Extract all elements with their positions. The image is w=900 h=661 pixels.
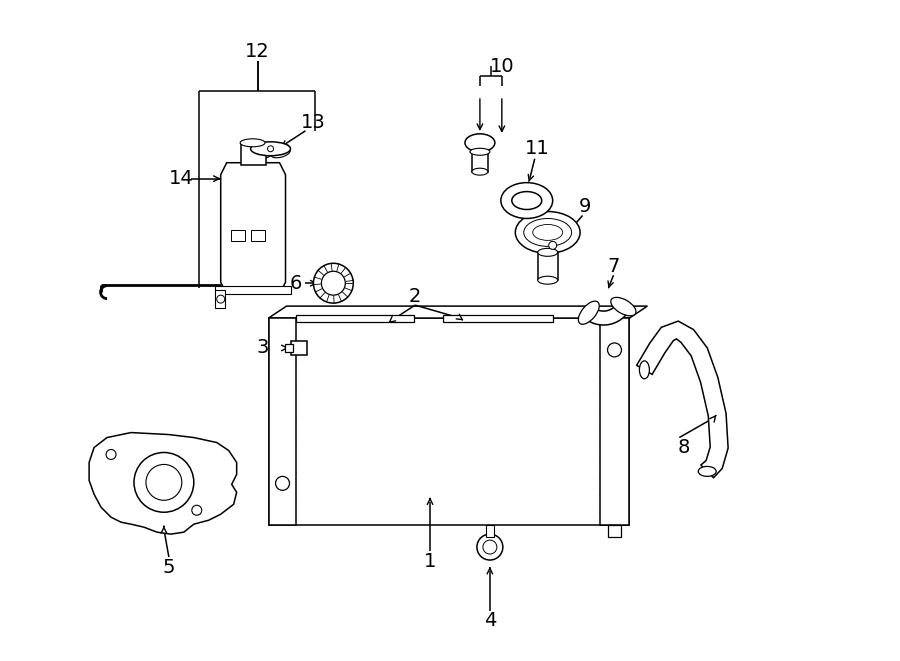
Circle shape [106, 449, 116, 459]
Bar [240, 143, 266, 165]
Bar [268, 318, 296, 525]
Circle shape [146, 465, 182, 500]
Text: 1: 1 [424, 551, 436, 570]
Text: 7: 7 [608, 256, 620, 276]
Text: 3: 3 [256, 338, 269, 358]
Ellipse shape [537, 249, 558, 256]
Ellipse shape [500, 182, 553, 219]
Text: 9: 9 [579, 197, 590, 216]
Circle shape [313, 263, 354, 303]
Bar [215, 286, 292, 294]
Circle shape [549, 241, 557, 249]
Ellipse shape [524, 219, 572, 247]
Circle shape [134, 453, 194, 512]
Ellipse shape [271, 147, 290, 158]
Circle shape [275, 477, 290, 490]
Bar [292, 341, 308, 355]
Ellipse shape [512, 192, 542, 210]
Polygon shape [636, 321, 728, 478]
Polygon shape [89, 432, 237, 534]
Text: 8: 8 [678, 438, 690, 457]
Circle shape [483, 540, 497, 554]
Ellipse shape [470, 148, 490, 155]
Ellipse shape [240, 139, 266, 147]
Ellipse shape [251, 147, 270, 158]
Ellipse shape [250, 142, 291, 156]
Ellipse shape [639, 361, 650, 379]
Ellipse shape [465, 134, 495, 152]
Ellipse shape [533, 225, 562, 241]
Bar [250, 231, 265, 241]
Bar [268, 318, 629, 525]
Text: 5: 5 [163, 557, 176, 576]
Circle shape [608, 343, 622, 357]
Text: 13: 13 [301, 114, 326, 132]
Text: 10: 10 [490, 57, 514, 75]
Circle shape [477, 534, 503, 560]
Bar [608, 525, 622, 537]
Bar [486, 525, 494, 537]
Ellipse shape [698, 467, 716, 477]
Ellipse shape [537, 276, 558, 284]
Circle shape [267, 146, 274, 152]
Ellipse shape [472, 168, 488, 175]
Polygon shape [268, 306, 647, 318]
Text: 6: 6 [289, 274, 302, 293]
Bar [296, 315, 414, 322]
Circle shape [217, 295, 225, 303]
Bar [472, 152, 488, 172]
Text: 14: 14 [168, 169, 194, 188]
Text: 4: 4 [483, 611, 496, 631]
Bar [443, 315, 553, 322]
Polygon shape [584, 303, 629, 325]
Bar [215, 290, 225, 308]
Bar [537, 253, 558, 280]
Ellipse shape [579, 301, 599, 325]
Bar [284, 344, 293, 352]
Bar [599, 318, 629, 525]
Bar [230, 231, 245, 241]
Ellipse shape [611, 297, 636, 316]
Text: 12: 12 [245, 42, 270, 61]
Text: 2: 2 [409, 287, 421, 305]
Ellipse shape [516, 212, 580, 253]
Text: 11: 11 [526, 139, 550, 158]
Circle shape [192, 505, 202, 515]
Circle shape [321, 271, 346, 295]
Polygon shape [220, 163, 285, 290]
